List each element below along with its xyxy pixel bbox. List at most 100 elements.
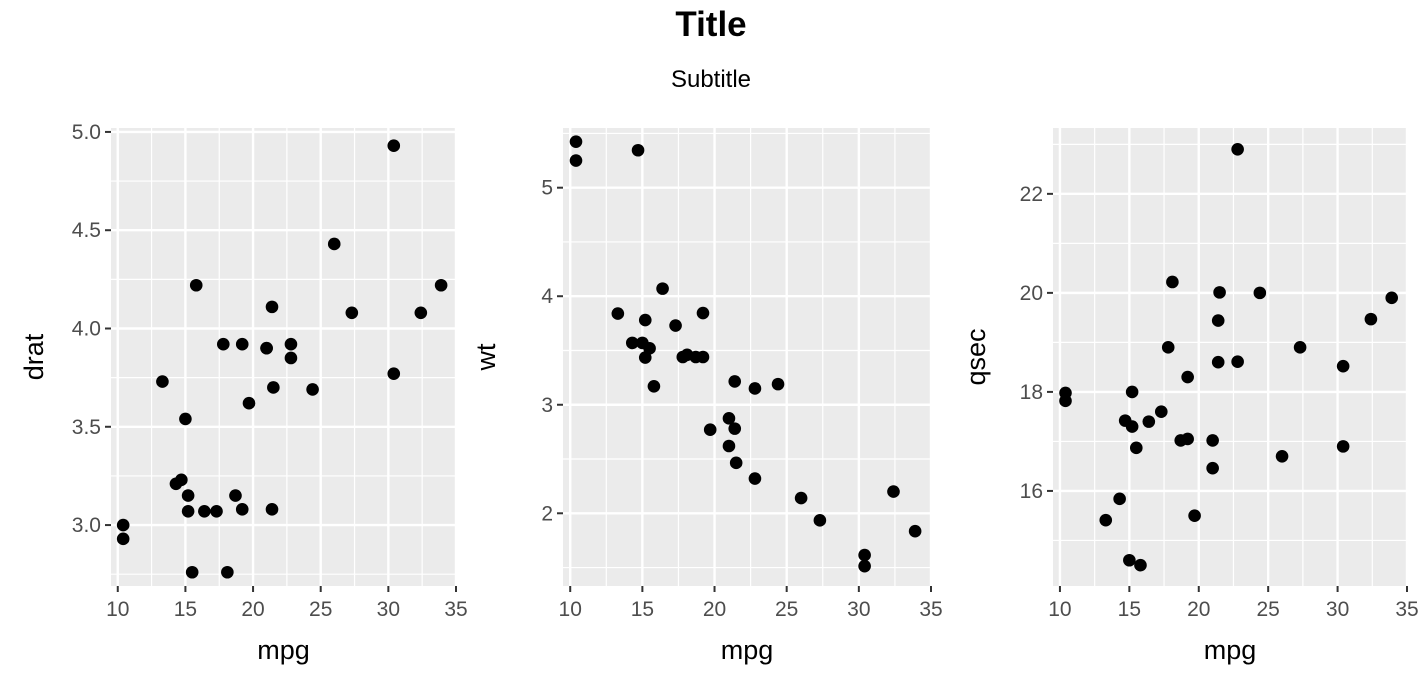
- data-point: [636, 336, 649, 350]
- data-point: [1253, 286, 1267, 300]
- figure-title: Title: [675, 5, 747, 44]
- data-point: [669, 319, 682, 332]
- y-axis-title: drat: [19, 333, 49, 380]
- data-point: [625, 336, 639, 350]
- data-point: [696, 350, 710, 364]
- y-tick-label: 2: [541, 502, 553, 525]
- data-point: [1154, 405, 1168, 419]
- data-point: [387, 367, 401, 381]
- data-point: [265, 503, 279, 516]
- data-point: [1123, 553, 1136, 567]
- panel-2: 10 15 20 25 30 35 2 3 4 5 mpg wt: [471, 128, 943, 665]
- x-tick-label: 15: [631, 598, 654, 621]
- data-point: [1231, 355, 1244, 369]
- y-tick-label: 22: [1020, 183, 1043, 206]
- data-point: [235, 337, 249, 351]
- panel-background: [1053, 128, 1407, 586]
- x-tick-label: 30: [1326, 598, 1349, 621]
- y-tick-label: 18: [1020, 381, 1043, 404]
- y-tick-label: 16: [1020, 480, 1043, 503]
- data-point: [1275, 449, 1289, 463]
- y-tick-label: 5: [541, 177, 553, 200]
- x-tick-label: 35: [444, 598, 467, 621]
- data-point: [569, 154, 583, 167]
- data-point: [638, 313, 652, 327]
- x-tick-label: 10: [106, 598, 129, 621]
- data-point: [434, 278, 448, 292]
- data-point: [729, 456, 743, 470]
- figure-subtitle: Subtitle: [670, 66, 752, 93]
- data-point: [1211, 355, 1225, 369]
- y-tick-label: 4: [541, 285, 553, 308]
- y-tick-label: 4.0: [72, 317, 101, 340]
- data-point: [771, 377, 785, 391]
- data-point: [676, 350, 690, 364]
- x-tick-label: 15: [174, 598, 197, 621]
- x-tick-label: 25: [775, 598, 798, 621]
- data-point: [1181, 432, 1194, 446]
- data-point: [1206, 434, 1219, 447]
- data-point: [179, 412, 192, 426]
- data-point: [414, 306, 428, 320]
- data-point: [1211, 314, 1225, 327]
- data-point: [1364, 312, 1378, 326]
- y-axis-title: wt: [471, 343, 501, 371]
- data-point: [229, 489, 242, 502]
- data-point: [748, 382, 762, 395]
- data-point: [887, 485, 900, 498]
- data-point: [728, 375, 742, 388]
- data-point: [1166, 275, 1179, 289]
- data-point: [813, 514, 827, 527]
- data-point: [235, 503, 249, 516]
- data-point: [611, 307, 625, 320]
- data-point: [1129, 441, 1143, 455]
- y-tick-label: 3.5: [72, 416, 101, 439]
- data-point: [284, 351, 298, 365]
- x-tick-label: 10: [1048, 598, 1071, 621]
- y-tick-label: 3.0: [72, 514, 101, 537]
- x-tick-label: 35: [919, 598, 942, 621]
- data-point: [242, 396, 256, 410]
- x-axis-title: mpg: [257, 635, 310, 665]
- data-point: [858, 559, 871, 573]
- data-point: [1206, 461, 1219, 475]
- data-point: [210, 505, 223, 518]
- data-point: [1161, 341, 1175, 354]
- data-point: [1134, 558, 1147, 572]
- x-tick-label: 20: [1187, 598, 1210, 621]
- data-point: [722, 412, 736, 425]
- data-point: [175, 473, 188, 487]
- data-point: [569, 135, 583, 148]
- data-point: [1125, 385, 1139, 399]
- data-point: [1231, 142, 1244, 156]
- data-point: [345, 306, 359, 320]
- data-point: [327, 237, 341, 251]
- data-point: [858, 548, 871, 562]
- data-point: [181, 505, 195, 518]
- data-point: [1336, 359, 1350, 373]
- data-point: [794, 491, 808, 505]
- data-point: [703, 423, 717, 437]
- data-point: [908, 524, 922, 538]
- data-point: [1181, 370, 1194, 384]
- data-point: [387, 139, 401, 152]
- x-tick-label: 35: [1395, 598, 1418, 621]
- data-point: [638, 351, 652, 364]
- panel-background: [563, 128, 931, 586]
- data-point: [722, 439, 736, 453]
- data-point: [1293, 341, 1307, 354]
- data-point: [656, 282, 669, 295]
- panel-1: 10 15 20 25 30 35 3.0 3.5 4.0 4.5 5.0 mpg drat: [19, 121, 468, 665]
- data-point: [1125, 420, 1139, 433]
- data-point: [284, 337, 298, 351]
- x-axis-title: mpg: [1204, 635, 1257, 665]
- data-point: [1188, 509, 1201, 522]
- data-point: [116, 518, 130, 532]
- data-point: [1099, 513, 1113, 527]
- data-point: [181, 489, 195, 502]
- data-point: [198, 505, 211, 518]
- x-tick-label: 25: [309, 598, 332, 621]
- data-point: [216, 337, 230, 351]
- data-point: [1113, 492, 1126, 506]
